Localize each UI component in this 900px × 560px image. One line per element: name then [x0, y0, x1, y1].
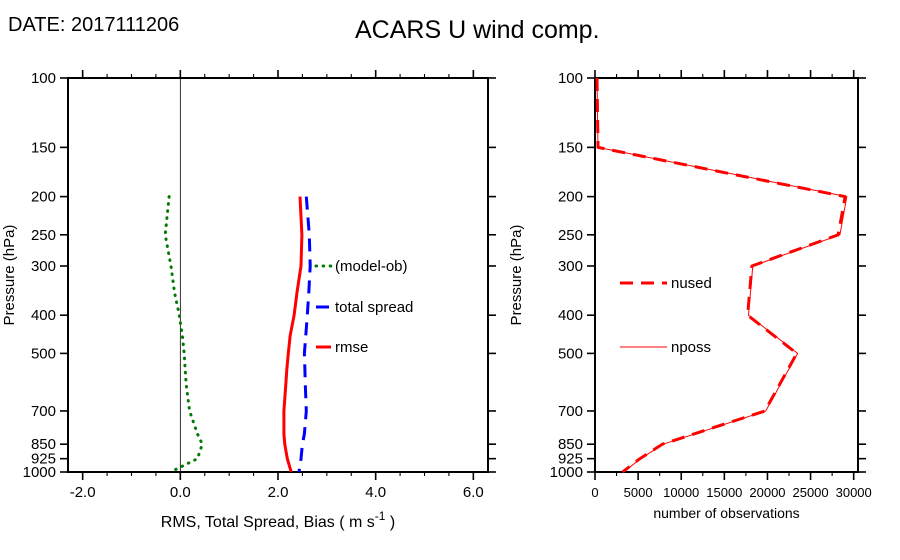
y-tick-label: 250	[558, 227, 583, 244]
series-line-nused	[595, 77, 847, 474]
y-tick-label: 150	[31, 139, 56, 156]
y-tick-label: 700	[31, 403, 56, 420]
date-label: DATE: 2017111206	[8, 14, 180, 36]
y-tick-label: 400	[31, 307, 56, 324]
y-tick-label: 500	[558, 345, 583, 362]
y-tick-label: 150	[558, 139, 583, 156]
y-tick-label: 1000	[23, 464, 56, 481]
series-line-rmse	[282, 196, 304, 473]
x-axis-title-part: -1	[375, 509, 386, 523]
y-tick-label: 1000	[550, 464, 583, 481]
x-tick-label: 5000	[624, 485, 653, 500]
legend-label: total spread	[335, 299, 413, 316]
y-tick-label: 300	[558, 258, 583, 275]
y-tick-label: 700	[558, 403, 583, 420]
legend-label: nused	[671, 275, 712, 292]
y-axis-title: Pressure (hPa)	[1, 225, 18, 326]
x-tick-label: 0.0	[170, 484, 191, 501]
series-line--model-ob-	[163, 195, 204, 474]
y-tick-label: 200	[31, 189, 56, 206]
y-axis-title: Pressure (hPa)	[508, 225, 525, 326]
series-line-nposs	[596, 77, 848, 473]
y-tick-label: 250	[31, 227, 56, 244]
x-tick-label: 4.0	[365, 484, 386, 501]
y-tick-label: 200	[558, 189, 583, 206]
x-tick-label: -2.0	[70, 484, 96, 501]
x-axis-title-part: number of observations	[653, 505, 799, 521]
x-tick-label: 25000	[792, 485, 828, 500]
x-tick-label: 20000	[749, 485, 785, 500]
axes-frame	[594, 77, 859, 473]
y-tick-label: 925	[31, 451, 56, 468]
chart-title: ACARS U wind comp.	[355, 16, 600, 44]
y-tick-label: 100	[31, 70, 56, 87]
series-line-total-spread	[297, 196, 312, 473]
x-tick-label: 6.0	[463, 484, 484, 501]
x-tick-label: 0	[591, 485, 598, 500]
y-tick-label: 925	[558, 451, 583, 468]
legend-label: nposs	[671, 339, 711, 356]
x-tick-label: 15000	[706, 485, 742, 500]
y-tick-label: 400	[558, 307, 583, 324]
x-axis-title: number of observations	[653, 505, 799, 521]
x-axis-title-part: )	[385, 514, 395, 531]
y-tick-label: 500	[31, 345, 56, 362]
axes-frame	[67, 77, 489, 473]
x-axis-title-part: RMS, Total Spread, Bias ( m s	[161, 514, 375, 531]
x-axis-title: RMS, Total Spread, Bias ( m s-1 )	[161, 509, 395, 531]
y-tick-label: 100	[558, 70, 583, 87]
y-tick-label: 300	[31, 258, 56, 275]
legend-label: rmse	[335, 339, 368, 356]
x-tick-label: 30000	[836, 485, 872, 500]
y-tick-label: 850	[31, 436, 56, 453]
y-tick-label: 850	[558, 436, 583, 453]
legend-label: (model-ob)	[335, 258, 408, 275]
x-tick-label: 2.0	[268, 484, 289, 501]
x-tick-label: 10000	[663, 485, 699, 500]
